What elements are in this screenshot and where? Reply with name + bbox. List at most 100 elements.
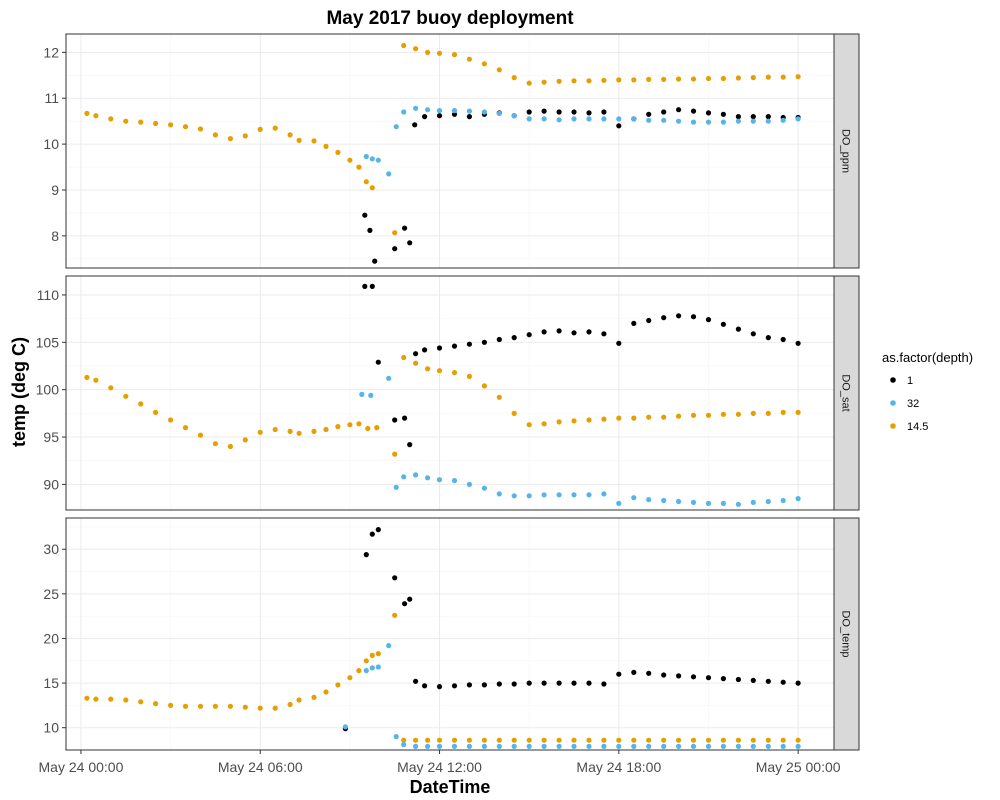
data-point-depth-32 — [511, 493, 517, 499]
data-point-depth-1 — [402, 601, 408, 607]
data-point-depth-14-5 — [212, 703, 218, 709]
data-point-depth-1 — [661, 672, 667, 678]
data-point-depth-14-5 — [556, 78, 562, 84]
x-tick-label: May 25 00:00 — [756, 759, 841, 775]
legend: as.factor(depth) 1 32 14.5 — [882, 350, 973, 433]
data-point-depth-32 — [401, 474, 407, 480]
facets-layer: 8 9 10 11 12 DO_ppm 90 95 100 105 110 DO_sat 10 15 20 2… — [36, 33, 860, 751]
data-point-depth-14-5 — [690, 412, 697, 418]
data-point-depth-1 — [586, 110, 592, 116]
legend-label-depth-32: 32 — [907, 398, 919, 410]
panel-background — [66, 518, 834, 750]
data-point-depth-14-5 — [123, 393, 129, 399]
data-point-depth-1 — [541, 680, 547, 686]
y-tick-label: 10 — [43, 136, 59, 152]
data-point-depth-14-5 — [413, 46, 419, 52]
data-point-depth-14-5 — [451, 52, 458, 58]
data-point-depth-14-5 — [323, 143, 329, 149]
data-point-depth-1 — [735, 326, 742, 332]
data-point-depth-14-5 — [735, 737, 742, 743]
data-point-depth-1 — [407, 240, 413, 246]
data-point-depth-14-5 — [616, 77, 622, 83]
data-point-depth-1 — [422, 683, 428, 689]
data-point-depth-14-5 — [296, 137, 302, 143]
data-point-depth-1 — [413, 678, 419, 684]
data-point-depth-14-5 — [541, 79, 547, 85]
data-point-depth-14-5 — [347, 157, 353, 163]
data-point-depth-14-5 — [556, 419, 562, 425]
data-point-depth-1 — [392, 246, 398, 252]
data-point-depth-14-5 — [323, 426, 329, 433]
data-point-depth-32 — [541, 743, 547, 750]
data-point-depth-32 — [780, 743, 786, 750]
data-point-depth-1 — [601, 681, 607, 687]
y-tick-label: 25 — [43, 586, 59, 602]
data-point-depth-1 — [422, 114, 428, 120]
data-point-depth-32 — [556, 492, 562, 498]
data-point-depth-14-5 — [750, 737, 756, 743]
data-point-depth-32 — [616, 116, 622, 122]
y-tick-label: 15 — [43, 675, 59, 691]
data-point-depth-1 — [690, 674, 697, 680]
data-point-depth-14-5 — [392, 451, 398, 457]
data-point-depth-14-5 — [765, 737, 771, 743]
data-point-depth-32 — [556, 117, 562, 123]
data-point-depth-32 — [496, 743, 502, 750]
data-point-depth-14-5 — [750, 410, 756, 416]
data-point-depth-32 — [413, 105, 419, 111]
data-point-depth-1 — [375, 527, 381, 533]
data-point-depth-14-5 — [197, 126, 204, 132]
x-axis: May 24 00:00 May 24 06:00 May 24 12:00 May … — [39, 750, 841, 775]
data-point-depth-32 — [375, 157, 381, 163]
data-point-depth-1 — [601, 109, 607, 115]
legend-key-depth-14-5 — [890, 423, 896, 429]
data-point-depth-14-5 — [347, 422, 353, 428]
data-point-depth-14-5 — [676, 413, 682, 419]
data-point-depth-14-5 — [496, 737, 502, 743]
legend-title: as.factor(depth) — [882, 350, 973, 365]
data-point-depth-1 — [765, 678, 771, 684]
data-point-depth-14-5 — [601, 737, 607, 743]
data-point-depth-14-5 — [795, 74, 801, 80]
data-point-depth-14-5 — [646, 414, 652, 420]
data-point-depth-14-5 — [601, 416, 607, 422]
legend-key-depth-1 — [890, 377, 896, 383]
data-point-depth-1 — [436, 345, 443, 351]
data-point-depth-14-5 — [182, 124, 189, 130]
data-point-depth-1 — [765, 114, 771, 120]
data-point-depth-14-5 — [481, 383, 487, 389]
data-point-depth-32 — [601, 116, 607, 122]
data-point-depth-14-5 — [780, 74, 786, 80]
data-point-depth-1 — [616, 123, 622, 129]
data-point-depth-32 — [750, 118, 756, 124]
data-point-depth-14-5 — [571, 418, 577, 424]
data-point-depth-32 — [413, 472, 419, 478]
data-point-depth-14-5 — [374, 425, 380, 431]
data-point-depth-14-5 — [363, 179, 369, 185]
panel-background — [66, 276, 834, 510]
data-point-depth-14-5 — [369, 652, 375, 659]
facet-panel-do-sat: 90 95 100 105 110 DO_sat — [36, 275, 860, 511]
data-point-depth-14-5 — [168, 702, 174, 709]
data-point-depth-14-5 — [401, 737, 407, 743]
data-point-depth-1 — [705, 317, 712, 323]
data-point-depth-14-5 — [311, 138, 317, 144]
data-point-depth-32 — [795, 496, 801, 502]
data-point-depth-1 — [586, 329, 592, 335]
data-point-depth-14-5 — [123, 697, 129, 703]
data-point-depth-14-5 — [365, 425, 371, 432]
x-tick-label: May 24 18:00 — [576, 759, 661, 775]
facet-strip — [833, 275, 860, 511]
data-point-depth-14-5 — [287, 701, 293, 708]
data-point-depth-32 — [646, 497, 652, 503]
data-point-depth-14-5 — [392, 612, 398, 618]
data-point-depth-14-5 — [323, 689, 329, 695]
data-point-depth-14-5 — [93, 113, 99, 119]
data-point-depth-32 — [586, 492, 592, 498]
data-point-depth-14-5 — [425, 49, 431, 56]
data-point-depth-14-5 — [661, 414, 667, 420]
data-point-depth-14-5 — [84, 695, 90, 701]
data-point-depth-1 — [571, 330, 577, 336]
data-point-depth-32 — [720, 119, 727, 125]
